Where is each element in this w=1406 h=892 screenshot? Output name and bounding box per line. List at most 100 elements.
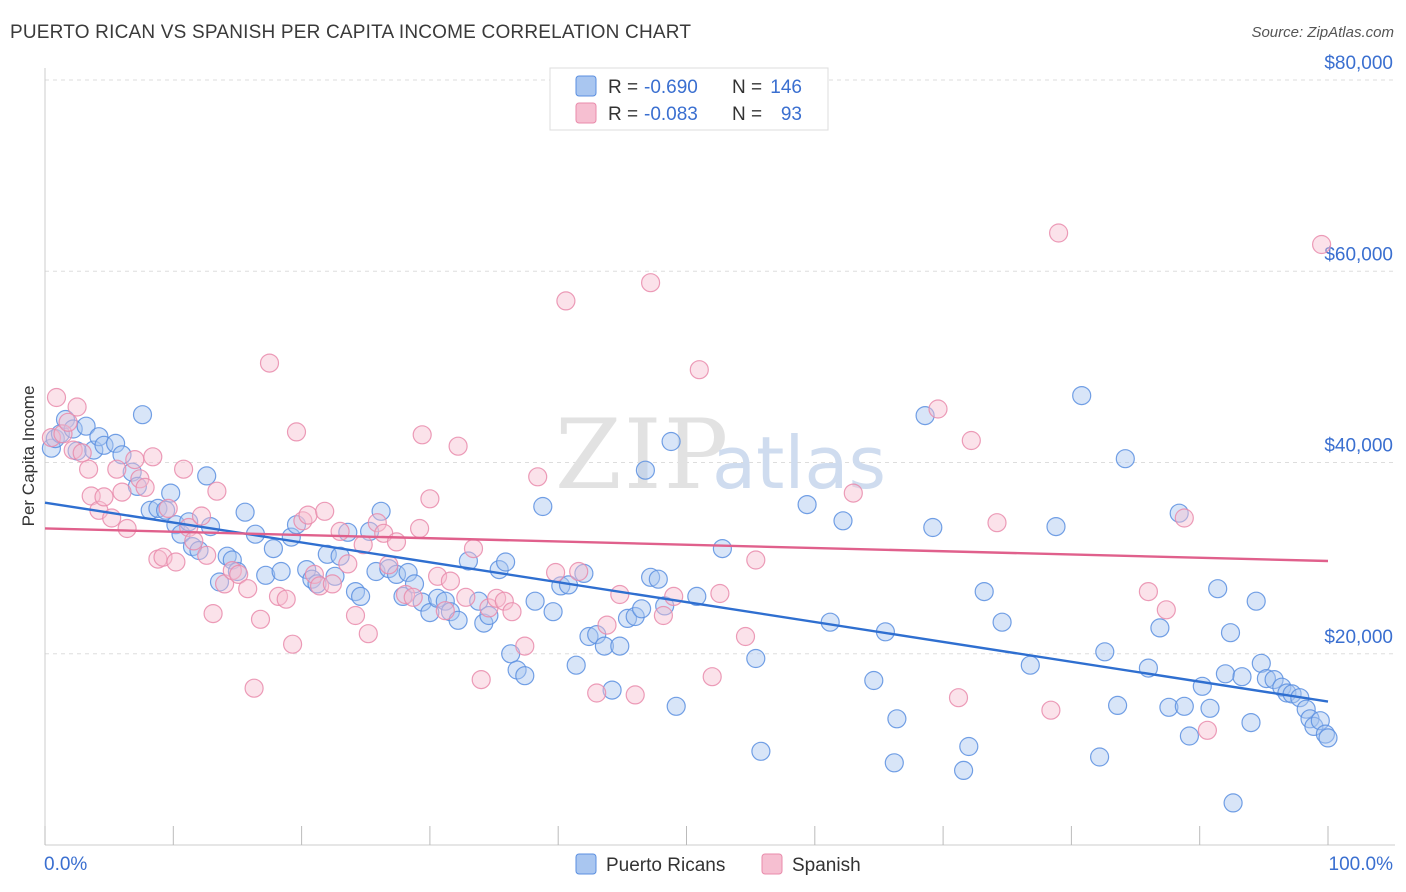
spanish-point — [53, 424, 73, 444]
spanish-point — [1156, 600, 1176, 620]
puerto-rican-point — [1223, 793, 1243, 813]
puerto-rican-point — [1179, 726, 1200, 746]
spanish-point — [125, 450, 145, 470]
puerto-rican-point — [1232, 667, 1252, 687]
puerto-rican-point — [661, 431, 681, 452]
spanish-point — [710, 583, 730, 604]
legend-r-label: R = — [608, 77, 638, 98]
spanish-point — [259, 353, 280, 373]
spanish-point — [41, 428, 62, 448]
puerto-rican-point — [351, 586, 371, 607]
spanish-point — [143, 447, 163, 467]
x-tick-label: 100.0% — [1329, 854, 1394, 875]
y-tick-label: $60,000 — [1324, 244, 1393, 265]
spanish-point — [1041, 700, 1061, 720]
legend-n-value: 146 — [770, 77, 802, 98]
bottom-legend: Puerto Ricans Spanish — [575, 853, 861, 876]
spanish-point — [345, 605, 366, 626]
spanish-point — [471, 669, 491, 690]
y-tick-label: $20,000 — [1324, 627, 1393, 648]
spanish-point — [174, 459, 194, 479]
spanish-point — [386, 532, 407, 552]
spanish-point — [515, 636, 535, 656]
puerto-rican-point — [1296, 699, 1316, 719]
spanish-point — [412, 425, 432, 445]
spanish-point — [315, 501, 335, 521]
x-tick-label: 0.0% — [44, 854, 87, 875]
puerto-rican-point — [610, 636, 630, 656]
watermark: ZIP atlas — [555, 399, 886, 511]
puerto-rican-point — [617, 608, 638, 629]
puerto-rican-point — [1256, 668, 1277, 689]
spanish-point — [395, 584, 416, 605]
puerto-rican-point — [992, 612, 1012, 632]
y-tick-label: $80,000 — [1324, 53, 1393, 74]
spanish-point — [403, 587, 423, 607]
spanish-point — [338, 554, 358, 574]
legend-n-label: N = — [732, 77, 762, 98]
spanish-point — [286, 422, 307, 442]
puerto-rican-point — [543, 602, 563, 622]
puerto-rican-point — [1046, 516, 1066, 537]
spanish-point — [487, 588, 507, 608]
spanish-point — [72, 443, 92, 463]
puerto-rican-point — [959, 736, 979, 757]
spanish-point — [746, 550, 766, 570]
spanish-point — [435, 601, 455, 621]
puerto-rican-point — [884, 753, 904, 773]
grid-layer — [45, 79, 1395, 655]
spanish-point — [276, 589, 296, 609]
y-tick-label: $40,000 — [1324, 436, 1393, 457]
spanish-point — [379, 555, 399, 575]
spanish-point — [1311, 234, 1332, 255]
puerto-rican-point — [625, 606, 645, 627]
puerto-rican-point — [256, 565, 276, 585]
puerto-rican-point — [923, 517, 943, 538]
spanish-point — [428, 566, 448, 586]
axis-layer: $20,000 $40,000 $60,000 $80,000 0.0% 100.0% — [44, 53, 1395, 875]
spanish-point — [191, 506, 212, 526]
spanish-point — [107, 459, 127, 479]
legend-r-value: -0.083 — [644, 104, 698, 125]
spanish-point — [304, 564, 324, 585]
puerto-rican-point — [525, 591, 545, 611]
puerto-rican-point — [1208, 579, 1228, 599]
spanish-point — [494, 591, 514, 611]
puerto-rican-point — [217, 546, 237, 566]
puerto-rican-point — [648, 569, 668, 589]
puerto-rican-point — [161, 483, 181, 503]
spanish-point — [556, 291, 576, 311]
puerto-rican-point — [1020, 655, 1040, 675]
spanish-point — [456, 587, 476, 607]
spanish-point — [244, 678, 264, 698]
puerto-rican-point — [1215, 664, 1236, 684]
spanish-point — [166, 552, 186, 572]
bottom-legend-swatch-pink — [761, 853, 783, 875]
chart-title: PUERTO RICAN VS SPANISH PER CAPITA INCOM… — [10, 22, 692, 43]
spanish-point — [569, 561, 589, 582]
puerto-rican-point — [1089, 747, 1110, 767]
puerto-rican-point — [1272, 677, 1292, 697]
spanish-point — [597, 615, 617, 635]
spanish-point — [184, 531, 204, 551]
puerto-rican-point — [371, 501, 391, 521]
puerto-rican-point — [122, 462, 142, 482]
spanish-point — [587, 683, 607, 703]
spanish-point — [448, 436, 468, 456]
spanish-point — [250, 609, 271, 629]
puerto-rican-point — [76, 416, 96, 436]
puerto-rican-point — [751, 741, 771, 761]
spanish-point — [367, 513, 387, 533]
puerto-rican-point — [263, 538, 283, 559]
legend-swatch-pink — [575, 102, 597, 124]
puerto-rican-point — [41, 438, 62, 458]
puerto-rican-point — [1200, 698, 1220, 718]
spanish-point — [987, 513, 1007, 533]
puerto-rican-point — [635, 460, 656, 480]
spanish-point — [58, 412, 78, 432]
puerto-rican-point — [112, 445, 132, 465]
spanish-point — [420, 489, 440, 509]
puerto-rican-point — [833, 511, 853, 531]
spanish-point — [135, 477, 155, 497]
